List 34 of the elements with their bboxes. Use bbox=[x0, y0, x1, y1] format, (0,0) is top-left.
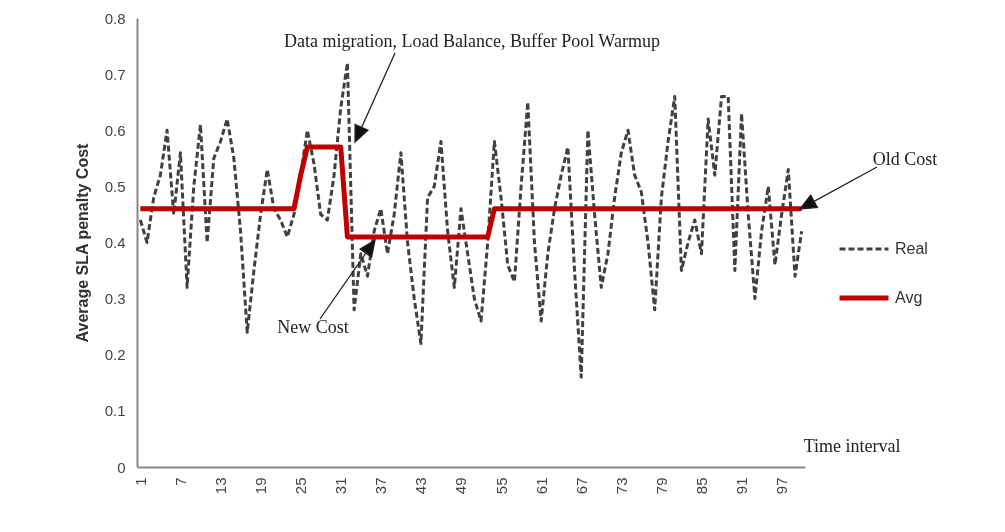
y-tick-label: 0.5 bbox=[104, 177, 126, 195]
x-tick-label: 1 bbox=[131, 477, 149, 486]
x-tick-label: 73 bbox=[612, 477, 630, 495]
y-tick-label: 0.4 bbox=[104, 234, 126, 251]
line-series bbox=[138, 61, 804, 379]
x-tick-label: 85 bbox=[692, 477, 710, 495]
y-axis-title: Average SLA penalty Cost bbox=[73, 142, 91, 343]
x-tick-label: 79 bbox=[652, 477, 670, 495]
y-tick-label: 0.2 bbox=[104, 346, 126, 364]
x-tick-label: 19 bbox=[252, 477, 270, 495]
text: Old Cost bbox=[872, 149, 938, 169]
x-axis-title: Time interval bbox=[803, 435, 901, 456]
x-tick-label: 43 bbox=[412, 477, 430, 495]
x-tick-label: 31 bbox=[332, 477, 350, 495]
x-tick-label: 25 bbox=[292, 477, 310, 495]
y-tick-label: 0.6 bbox=[104, 121, 126, 139]
y-tick-label: 0 bbox=[117, 458, 126, 476]
y-tick-label: 0.8 bbox=[104, 9, 126, 27]
x-tick-label: 49 bbox=[452, 477, 470, 495]
annotation: New Cost bbox=[277, 317, 349, 337]
x-tick-label: 91 bbox=[733, 477, 751, 495]
x-tick-label: 67 bbox=[572, 477, 590, 495]
x-tick-label: 7 bbox=[171, 477, 189, 486]
x-tick-label: 97 bbox=[773, 477, 791, 495]
x-tick-label: 61 bbox=[532, 477, 550, 495]
y-tick-label: 0.7 bbox=[104, 65, 126, 83]
x-tick-label: 55 bbox=[492, 477, 510, 495]
annotation: Data migration, Load Balance, Buffer Pool Warmup bbox=[284, 31, 660, 51]
y-tick-label: 0.1 bbox=[104, 402, 126, 420]
legend-label: Avg bbox=[895, 289, 923, 306]
legend-label: Real bbox=[895, 240, 928, 257]
y-tick-label: 0.3 bbox=[104, 290, 126, 308]
x-tick-label: 37 bbox=[372, 477, 390, 495]
x-tick-label: 13 bbox=[212, 477, 229, 495]
